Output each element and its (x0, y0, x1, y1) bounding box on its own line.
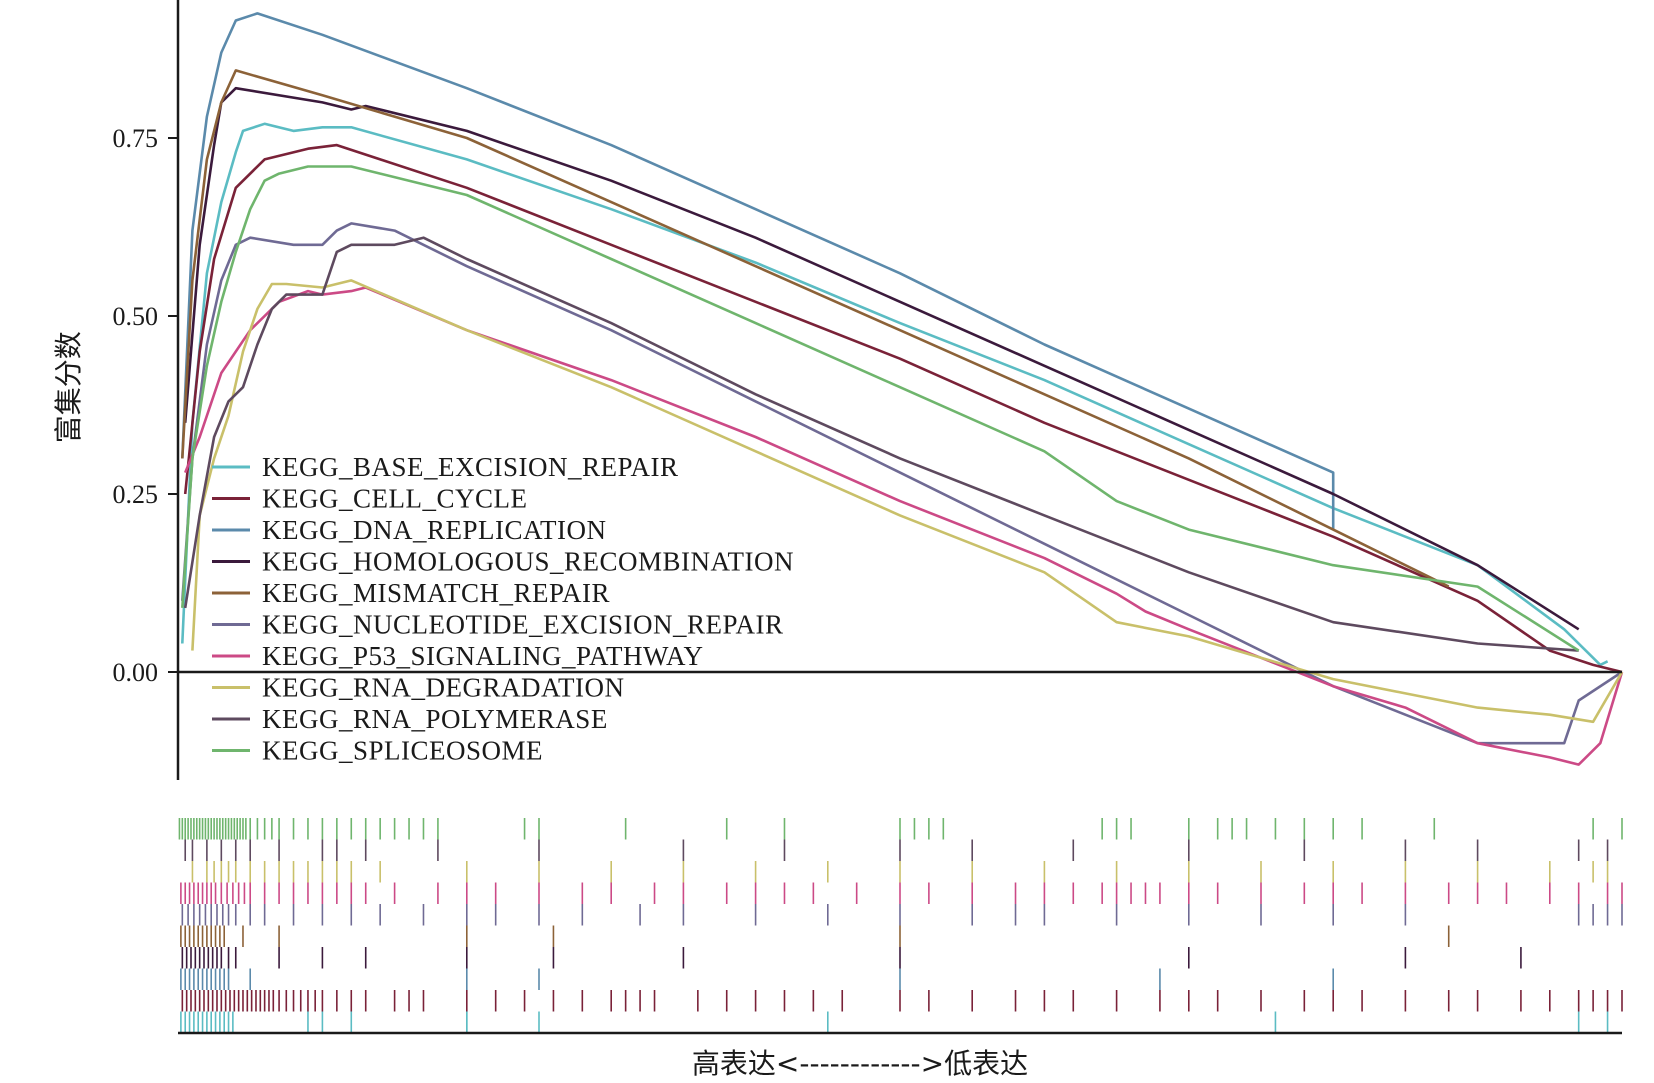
legend-label: KEGG_SPLICEOSOME (262, 736, 543, 766)
series-line-kegg-cell-cycle (183, 143, 1623, 674)
y-tick-label: 0.00 (113, 658, 159, 687)
legend-label: KEGG_CELL_CYCLE (262, 484, 527, 514)
legend-label: KEGG_RNA_POLYMERASE (262, 704, 608, 734)
enrichment-lines (181, 12, 1624, 766)
legend: KEGG_BASE_EXCISION_REPAIRKEGG_CELL_CYCLE… (212, 452, 794, 766)
y-ticks: 0.00 0.25 0.50 0.75 (113, 124, 178, 687)
legend-label: KEGG_BASE_EXCISION_REPAIR (262, 452, 679, 482)
y-tick-label: 0.75 (113, 124, 159, 153)
legend-label: KEGG_NUCLEOTIDE_EXCISION_REPAIR (262, 610, 784, 640)
legend-label: KEGG_HOMOLOGOUS_RECOMBINATION (262, 547, 794, 577)
series-line-kegg-rna-polymerase (183, 236, 1579, 652)
y-axis-title: 富集分数 (52, 331, 85, 443)
legend-label: KEGG_RNA_DEGRADATION (262, 673, 624, 703)
legend-label: KEGG_MISMATCH_REPAIR (262, 578, 610, 608)
legend-label: KEGG_P53_SIGNALING_PATHWAY (262, 641, 704, 671)
legend-label: KEGG_DNA_REPLICATION (262, 515, 606, 545)
series-line-kegg-rna-degradation (191, 279, 1624, 724)
gene-hit-barcodes (178, 818, 1623, 1033)
y-tick-label: 0.25 (113, 480, 159, 509)
series-line-kegg-nucleotide-excision-repair (181, 222, 1623, 745)
series-line-kegg-spliceosome (181, 165, 1580, 652)
x-axis-title: 高表达<------------>低表达 (692, 1047, 1028, 1080)
series-line-kegg-base-excision-repair (181, 122, 1609, 667)
series-line-kegg-mismatch-repair (181, 69, 1450, 588)
y-tick-label: 0.50 (113, 302, 159, 331)
series-line-kegg-dna-replication (181, 12, 1335, 530)
